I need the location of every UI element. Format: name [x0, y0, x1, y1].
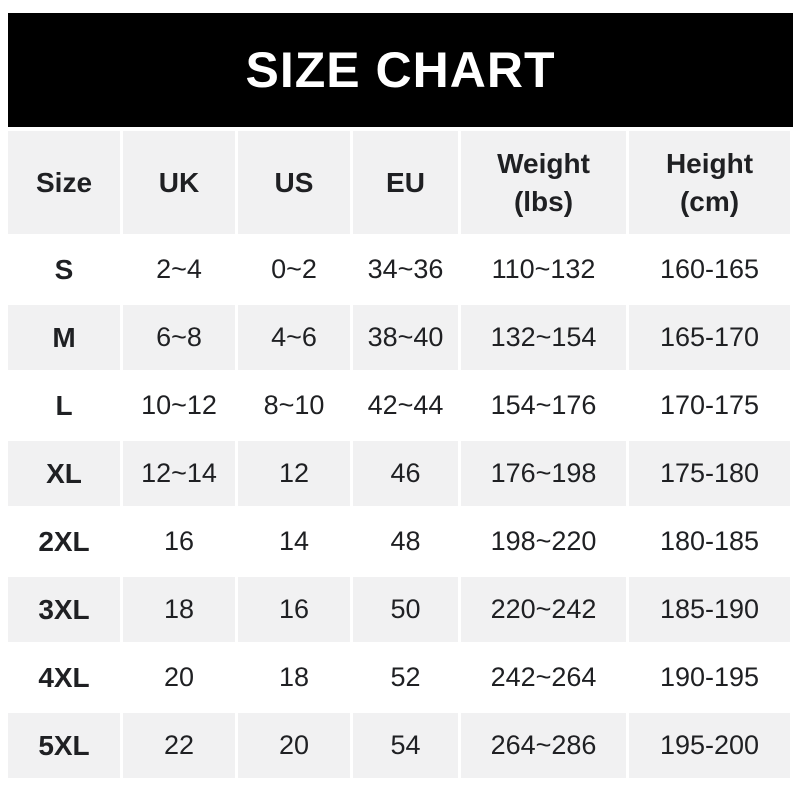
cell-m-height-cm: 165-170 [629, 305, 790, 370]
cell-xl-height-cm: 175-180 [629, 441, 790, 506]
cell-5xl-weight-lbs: 264~286 [461, 713, 626, 778]
cell-3xl-uk: 18 [123, 577, 235, 642]
page-title: SIZE CHART [245, 42, 556, 98]
cell-m-eu: 38~40 [353, 305, 458, 370]
cell-m-weight-lbs: 132~154 [461, 305, 626, 370]
cell-xl-uk: 12~14 [123, 441, 235, 506]
cell-3xl-weight-lbs: 220~242 [461, 577, 626, 642]
size-label-l: L [8, 373, 120, 438]
cell-xl-us: 12 [238, 441, 350, 506]
cell-m-uk: 6~8 [123, 305, 235, 370]
cell-s-eu: 34~36 [353, 237, 458, 302]
cell-4xl-eu: 52 [353, 645, 458, 710]
size-label-m: M [8, 305, 120, 370]
cell-l-us: 8~10 [238, 373, 350, 438]
cell-s-weight-lbs: 110~132 [461, 237, 626, 302]
cell-l-height-cm: 170-175 [629, 373, 790, 438]
cell-2xl-us: 14 [238, 509, 350, 574]
cell-s-us: 0~2 [238, 237, 350, 302]
cell-l-uk: 10~12 [123, 373, 235, 438]
size-label-4xl: 4XL [8, 645, 120, 710]
header-cell-height-cm: Height (cm) [629, 131, 790, 234]
size-table: Size UK US EU Weight (lbs) Height (cm) S 2~4 0~2 34… [8, 131, 793, 778]
cell-m-us: 4~6 [238, 305, 350, 370]
size-label-3xl: 3XL [8, 577, 120, 642]
cell-2xl-eu: 48 [353, 509, 458, 574]
size-label-5xl: 5XL [8, 713, 120, 778]
cell-2xl-uk: 16 [123, 509, 235, 574]
header-cell-size: Size [8, 131, 120, 234]
cell-l-weight-lbs: 154~176 [461, 373, 626, 438]
header-cell-us: US [238, 131, 350, 234]
header-cell-weight-lbs: Weight (lbs) [461, 131, 626, 234]
header-cell-uk: UK [123, 131, 235, 234]
cell-5xl-uk: 22 [123, 713, 235, 778]
header-cell-eu: EU [353, 131, 458, 234]
cell-3xl-height-cm: 185-190 [629, 577, 790, 642]
size-label-2xl: 2XL [8, 509, 120, 574]
cell-5xl-height-cm: 195-200 [629, 713, 790, 778]
cell-5xl-us: 20 [238, 713, 350, 778]
cell-2xl-height-cm: 180-185 [629, 509, 790, 574]
cell-4xl-weight-lbs: 242~264 [461, 645, 626, 710]
cell-3xl-eu: 50 [353, 577, 458, 642]
cell-3xl-us: 16 [238, 577, 350, 642]
cell-4xl-uk: 20 [123, 645, 235, 710]
size-label-s: S [8, 237, 120, 302]
cell-l-eu: 42~44 [353, 373, 458, 438]
cell-s-height-cm: 160-165 [629, 237, 790, 302]
title-banner: SIZE CHART [8, 13, 793, 127]
cell-4xl-us: 18 [238, 645, 350, 710]
cell-5xl-eu: 54 [353, 713, 458, 778]
size-label-xl: XL [8, 441, 120, 506]
cell-xl-weight-lbs: 176~198 [461, 441, 626, 506]
cell-2xl-weight-lbs: 198~220 [461, 509, 626, 574]
cell-4xl-height-cm: 190-195 [629, 645, 790, 710]
cell-xl-eu: 46 [353, 441, 458, 506]
cell-s-uk: 2~4 [123, 237, 235, 302]
